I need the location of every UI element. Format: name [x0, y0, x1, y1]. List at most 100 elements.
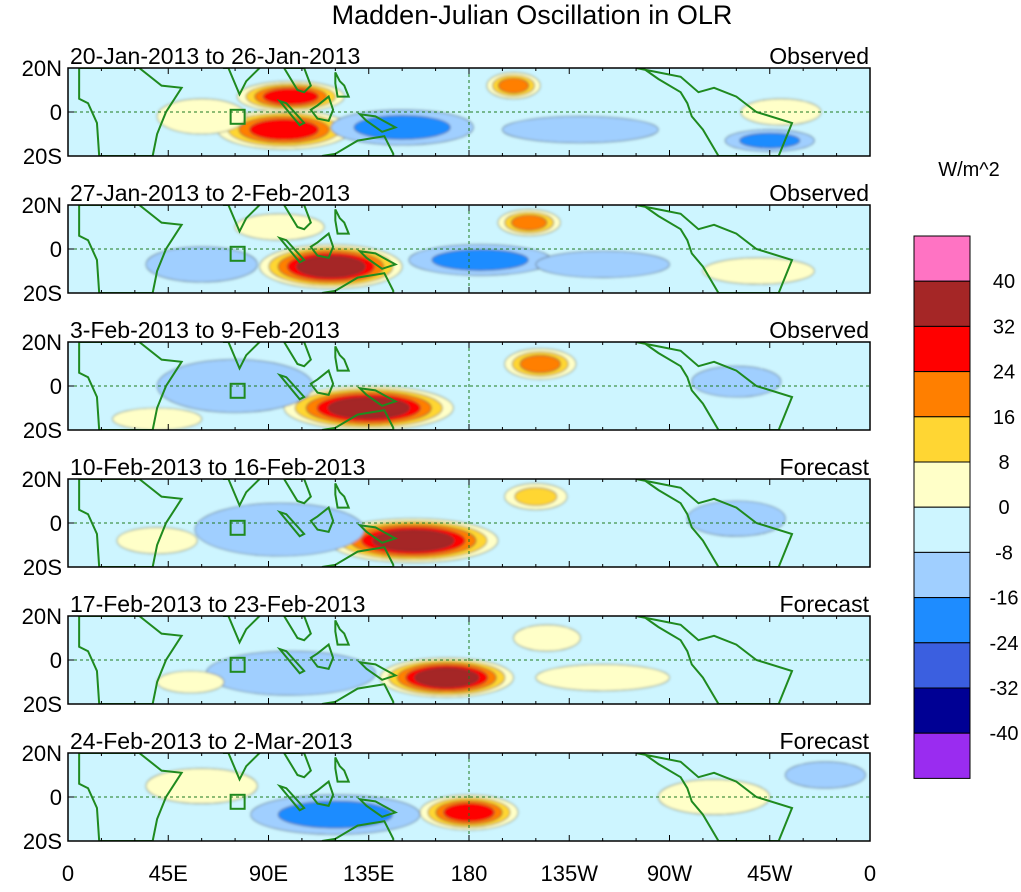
coastline: [635, 616, 794, 704]
anomaly-contour: [277, 800, 393, 829]
region-box: [229, 656, 246, 673]
panel-status-label: Observed: [769, 180, 869, 206]
anomaly-contour: [739, 132, 801, 149]
x-tick-label: 135W: [541, 861, 599, 886]
anomaly-contour: [498, 77, 530, 94]
anomaly-contour: [511, 214, 548, 231]
coastline: [309, 231, 335, 259]
coastlines: [78, 753, 794, 841]
panel-period-label: 27-Jan-2013 to 2-Feb-2013: [70, 180, 350, 206]
anomaly-contour: [327, 397, 410, 419]
coastline: [309, 368, 335, 396]
colorbar-swatch: [913, 416, 971, 463]
anomaly-contour: [443, 803, 495, 822]
y-tick-label: 0: [50, 237, 62, 262]
coastline: [78, 342, 184, 430]
y-tick-label: 20S: [23, 555, 62, 580]
y-tick-label: 20N: [22, 741, 62, 766]
y-tick-label: 20N: [22, 330, 62, 355]
colorbar-swatch: [913, 597, 971, 644]
anomaly-contour: [372, 529, 455, 552]
coastline: [282, 205, 312, 231]
region-box: [229, 108, 246, 125]
panel-status-label: Forecast: [780, 454, 870, 480]
colorbar-tick-label: -40: [990, 723, 1019, 745]
panel-status-label: Observed: [769, 43, 869, 69]
coastline: [276, 372, 306, 401]
colorbar-tick-label: -8: [995, 542, 1013, 564]
anomaly-contour: [431, 249, 529, 271]
coastline: [276, 783, 306, 812]
colorbar-tick-label: 8: [998, 452, 1009, 474]
anomaly-contour: [519, 354, 561, 374]
anomaly-field: [156, 624, 670, 698]
coastline: [282, 753, 312, 779]
y-tick-label: 0: [50, 648, 62, 673]
coastline: [276, 509, 306, 538]
colorbar-tick-label: -32: [990, 678, 1019, 700]
coastline: [309, 642, 335, 670]
anomaly-field: [145, 761, 866, 835]
colorbar-swatch: [913, 506, 971, 553]
coastline: [309, 94, 335, 122]
coastline: [276, 235, 306, 264]
coastline: [222, 68, 262, 97]
anomaly-contour: [513, 624, 581, 652]
coastline: [309, 779, 335, 807]
colorbar-tick-label: -24: [990, 633, 1019, 655]
coastline: [334, 208, 351, 235]
region-box: [229, 245, 246, 262]
colorbar-tick-label: 24: [993, 362, 1015, 384]
coastline: [78, 479, 184, 567]
colorbar-swatch: [913, 371, 971, 418]
region-box: [229, 382, 246, 399]
coastline: [282, 342, 312, 368]
coastline: [334, 71, 351, 98]
colorbar-swatch: [913, 280, 971, 327]
coastline: [78, 205, 184, 293]
colorbar-tick-label: -16: [990, 588, 1019, 610]
anomaly-field: [116, 483, 786, 563]
coastline: [276, 646, 306, 675]
anomaly-contour: [702, 257, 815, 285]
coastline: [334, 482, 351, 509]
anomaly-contour: [263, 88, 319, 105]
anomaly-contour: [145, 246, 258, 283]
x-tick-label: 180: [451, 861, 488, 886]
coastline: [78, 753, 184, 841]
colorbar-swatch: [913, 732, 971, 779]
y-tick-label: 20S: [23, 692, 62, 717]
y-tick-label: 20S: [23, 281, 62, 306]
panel-period-label: 10-Feb-2013 to 16-Feb-2013: [70, 454, 365, 480]
coastline: [635, 753, 794, 841]
region-box: [229, 519, 246, 536]
coastline: [222, 342, 262, 371]
panels-group: 20N 0 20S 20-Jan-2013 to 26-Jan-2013 Observe…: [22, 43, 871, 854]
coastline: [282, 616, 312, 642]
x-tick-label: 90W: [647, 861, 692, 886]
coastline: [222, 753, 262, 782]
y-tick-label: 20N: [22, 604, 62, 629]
panel-period-label: 3-Feb-2013 to 9-Feb-2013: [70, 317, 340, 343]
colorbar: 40 32 24 16 8 0 -8 -16 -24 -32 -40: [913, 235, 1019, 779]
colorbar-swatch: [913, 235, 971, 282]
colorbar-swatch: [913, 642, 971, 689]
colorbar-swatch: [913, 551, 971, 599]
anomaly-contour: [156, 670, 225, 694]
panel-period-label: 24-Feb-2013 to 2-Mar-2013: [70, 728, 353, 754]
colorbar-swatch: [913, 325, 971, 373]
coastline: [334, 619, 351, 646]
panel-4: 20N 0 20S 10-Feb-2013 to 16-Feb-2013 Forecas…: [22, 454, 871, 580]
coastline: [356, 523, 398, 544]
y-tick-label: 20N: [22, 467, 62, 492]
panel-3: 20N 0 20S 3-Feb-2013 to 9-Feb-2013 Observed: [22, 317, 871, 443]
y-tick-label: 20N: [22, 193, 62, 218]
anomaly-contour: [145, 768, 258, 804]
anomaly-contour: [514, 487, 558, 506]
coastline: [635, 68, 794, 156]
coastline: [78, 68, 184, 156]
coastline: [635, 342, 794, 430]
panel-5: 20N 0 20S 17-Feb-2013 to 23-Feb-2013 Forecas…: [22, 591, 871, 717]
panel-6: 20N 0 20S 24-Feb-2013 to 2-Mar-2013 Forecast: [22, 728, 871, 854]
